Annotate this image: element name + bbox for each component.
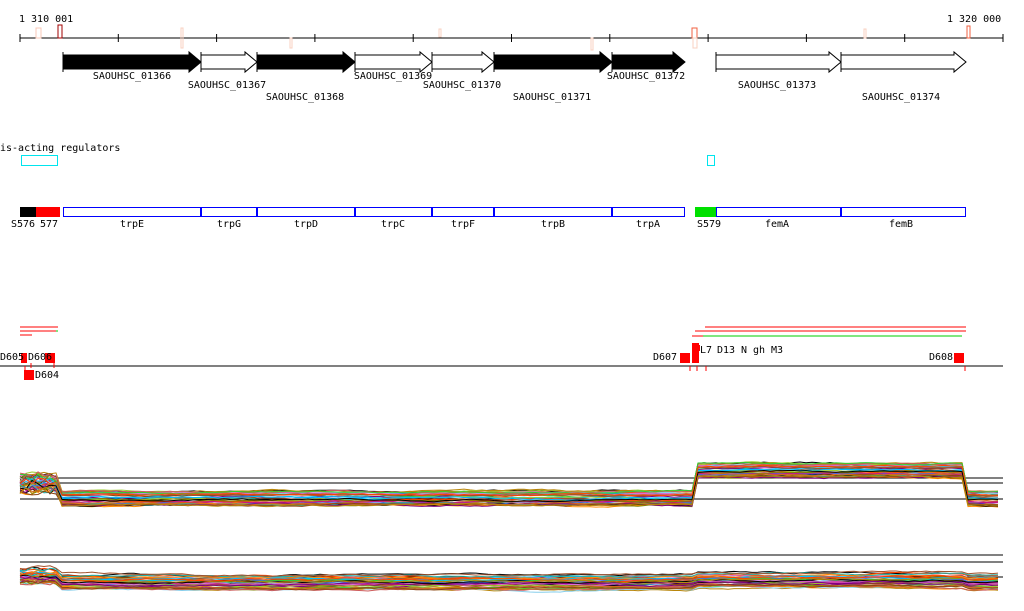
feature-box[interactable] — [692, 343, 699, 363]
gene-label[interactable]: SAOUHSC_01367 — [187, 80, 267, 91]
operon-label[interactable]: trpC — [380, 219, 406, 230]
regulators-track-label: is-acting regulators — [0, 143, 121, 154]
feature-box[interactable] — [697, 345, 700, 351]
operon-label[interactable]: trpE — [119, 219, 145, 230]
operon-segment[interactable] — [257, 207, 355, 217]
operon-segment[interactable] — [494, 207, 612, 217]
gene-label[interactable]: SAOUHSC_01374 — [861, 92, 941, 103]
operon-segment[interactable] — [20, 207, 36, 217]
gene-label[interactable]: SAOUHSC_01370 — [422, 80, 502, 91]
expression-profile-line — [19, 580, 999, 591]
expression-profile-line — [19, 569, 999, 581]
gene-arrow[interactable] — [354, 50, 433, 74]
ruler-marker[interactable] — [863, 28, 867, 39]
operon-segment[interactable] — [432, 207, 494, 217]
gene-label[interactable]: SAOUHSC_01372 — [606, 71, 686, 82]
gene-arrow[interactable] — [200, 50, 258, 74]
operon-label[interactable]: femB — [888, 219, 914, 230]
ruler-marker[interactable] — [180, 27, 184, 49]
operon-segment[interactable] — [63, 207, 201, 217]
ruler-marker[interactable] — [692, 37, 698, 49]
operon-label[interactable]: S579 — [697, 219, 722, 230]
operon-segment[interactable] — [355, 207, 432, 217]
regulator-box[interactable] — [21, 155, 58, 166]
expression-profile-line — [19, 469, 999, 503]
expression-profile-line — [19, 579, 998, 590]
gene-arrow[interactable] — [611, 50, 686, 74]
feature-label[interactable]: D604 — [35, 370, 60, 381]
gene-arrow[interactable] — [715, 50, 842, 74]
operon-segment[interactable] — [201, 207, 257, 217]
feature-label[interactable]: L7 — [700, 345, 713, 356]
operon-segment[interactable] — [841, 207, 966, 217]
operon-segment[interactable] — [612, 207, 685, 217]
gene-label[interactable]: SAOUHSC_01368 — [265, 92, 345, 103]
feature-box[interactable] — [24, 370, 34, 380]
gene-arrow[interactable] — [256, 50, 356, 74]
operon-label[interactable]: femA — [764, 219, 790, 230]
feature-label[interactable]: D13 — [717, 345, 736, 356]
gene-arrow[interactable] — [840, 50, 967, 74]
ruler-marker[interactable] — [438, 28, 442, 38]
feature-label[interactable]: D608 — [929, 352, 954, 363]
operon-segment[interactable] — [716, 207, 841, 217]
ruler-marker[interactable] — [691, 27, 698, 39]
gene-label[interactable]: SAOUHSC_01373 — [737, 80, 817, 91]
feature-box[interactable] — [954, 353, 964, 363]
expression-profile-line — [19, 473, 999, 506]
feature-label[interactable]: D605 — [0, 352, 25, 363]
ruler-start-label: 1 310 001 — [19, 14, 74, 25]
expression-profile-line — [19, 581, 999, 593]
feature-box[interactable] — [21, 353, 27, 363]
gene-arrow[interactable] — [62, 50, 202, 74]
gene-label[interactable]: SAOUHSC_01369 — [353, 71, 433, 82]
regulator-box[interactable] — [707, 155, 715, 166]
operon-segment[interactable] — [695, 207, 716, 217]
operon-segment[interactable] — [36, 207, 60, 217]
ruler-end-label: 1 320 000 — [947, 14, 1002, 25]
operon-label[interactable]: trpF — [450, 219, 476, 230]
gene-label[interactable]: SAOUHSC_01366 — [92, 71, 172, 82]
feature-box[interactable] — [680, 353, 690, 363]
ruler-marker[interactable] — [966, 25, 971, 39]
feature-box[interactable] — [45, 353, 55, 363]
feature-label[interactable]: M3 — [771, 345, 784, 356]
operon-label[interactable]: 577 — [40, 219, 59, 230]
expression-profile-line — [19, 572, 999, 583]
feature-label[interactable]: N — [741, 345, 748, 356]
expression-profile-line — [19, 462, 999, 495]
operon-label[interactable]: trpB — [540, 219, 566, 230]
expression-profile-line — [19, 565, 999, 577]
ruler-marker[interactable] — [289, 37, 293, 49]
expression-profile-line — [19, 576, 999, 587]
feature-label[interactable]: D606 — [28, 352, 53, 363]
ruler-marker[interactable] — [35, 27, 42, 39]
operon-label[interactable]: S576 — [11, 219, 36, 230]
gene-arrow[interactable] — [493, 50, 613, 74]
expression-profile-line — [19, 464, 999, 497]
expression-profile-line — [19, 572, 999, 584]
expression-profile-line — [19, 474, 999, 508]
ruler-marker[interactable] — [57, 24, 63, 39]
expression-profile-line — [19, 468, 998, 501]
expression-profile-line — [19, 461, 999, 495]
ruler-marker[interactable] — [590, 37, 594, 51]
gene-label[interactable]: SAOUHSC_01371 — [512, 92, 592, 103]
gene-arrow[interactable] — [431, 50, 495, 74]
operon-label[interactable]: trpA — [635, 219, 661, 230]
operon-label[interactable]: trpG — [216, 219, 242, 230]
feature-label[interactable]: gh — [753, 345, 766, 356]
feature-label[interactable]: D607 — [653, 352, 678, 363]
operon-label[interactable]: trpD — [293, 219, 319, 230]
